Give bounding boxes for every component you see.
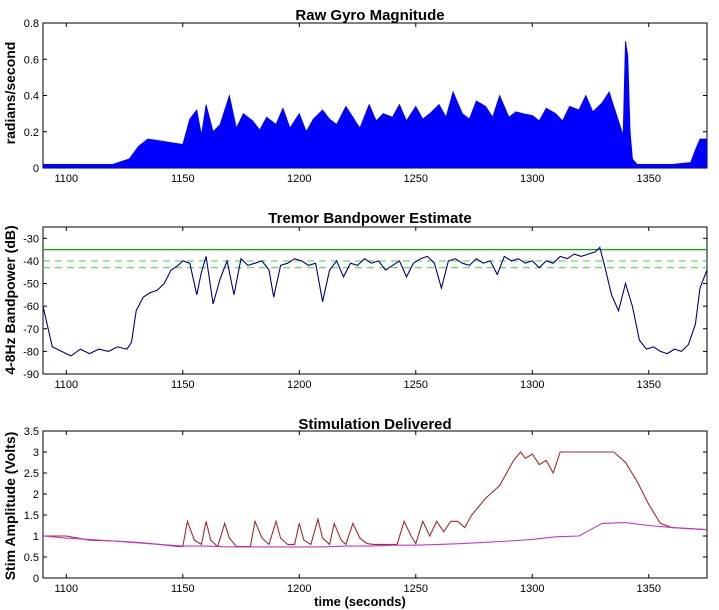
bandpower-chart-title: Tremor Bandpower Estimate [268,210,471,227]
y-tick-label-3: 3 [33,447,39,459]
y-tick-label-90: -90 [23,369,39,381]
x-tick-label-1350: 1350 [637,583,661,595]
x-tick-label-1250: 1250 [404,173,428,185]
x-tick-label-1300: 1300 [520,173,544,185]
y-tick-label-0-5: 0.5 [24,552,39,564]
bandpower-line [43,246,707,357]
y-tick-label-0-8: 0.8 [24,18,39,30]
stimulation-chart: Stimulation Delivered Stim Amplitude (Vo… [2,416,708,609]
plot-frame [42,430,708,579]
gyro-envelope [43,41,707,168]
x-tick-label-1250: 1250 [404,379,428,391]
x-tick-label-1350: 1350 [637,379,661,391]
x-tick-label-1200: 1200 [287,583,311,595]
y-tick-label-3-5: 3.5 [24,426,39,438]
x-tick-label-1150: 1150 [171,173,195,185]
y-tick-label-50: -50 [23,279,39,291]
y-tick-label-30: -30 [23,233,39,245]
gyro-plot-area: 1100 1150 1200 1250 1300 1350 0 0.2 0.4 0.6 0.8 [24,18,708,185]
y-tick-label-0-4: 0.4 [24,91,39,103]
stim-baseline-line [43,522,707,548]
x-tick-label-1150: 1150 [171,583,195,595]
bandpower-plot-area: 1100 1150 1200 1250 1300 1350 -30 -40 -50 -60 -70 -… [23,226,708,391]
x-tick-label-1200: 1200 [287,173,311,185]
y-tick-label-2-5: 2.5 [24,468,39,480]
stim-amplitude-line [43,451,707,548]
x-tick-label-1250: 1250 [404,583,428,595]
x-tick-label-1150: 1150 [171,379,195,391]
x-tick-label-1100: 1100 [54,583,78,595]
x-tick-label-1100: 1100 [54,379,78,391]
y-tick-label-1: 1 [33,531,39,543]
stimulation-chart-ylabel: Stim Amplitude (Volts) [2,432,18,581]
y-tick-label-0-6: 0.6 [24,54,39,66]
bandpower-chart: Tremor Bandpower Estimate 4-8Hz Bandpowe… [2,210,708,391]
stimulation-plot-area: 1100 1150 1200 1250 1300 1350 0 0.5 1 1.5 2 2.5 3 3.5 [24,426,708,595]
x-axis-label: time (seconds) [314,594,406,609]
x-tick-label-1350: 1350 [637,173,661,185]
y-tick-label-0-2: 0.2 [24,127,39,139]
stimulation-chart-title: Stimulation Delivered [298,416,451,433]
y-tick-label-60: -60 [23,301,39,313]
x-tick-label-1300: 1300 [520,583,544,595]
y-tick-label-0: 0 [33,163,39,175]
plot-marks [43,246,707,357]
y-tick-label-80: -80 [23,346,39,358]
y-tick-label-70: -70 [23,324,39,336]
x-tick-label-1200: 1200 [287,379,311,391]
y-tick-label-1-5: 1.5 [24,510,39,522]
y-tick-label-40: -40 [23,256,39,268]
gyro-chart: Raw Gyro Magnitude radians/second 1100 11… [2,7,708,185]
gyro-chart-ylabel: radians/second [2,42,18,145]
bandpower-chart-ylabel: 4-8Hz Bandpower (dB) [2,225,18,374]
plot-marks [43,451,707,548]
y-tick-label-2: 2 [33,489,39,501]
y-tick-label-0: 0 [33,573,39,585]
gyro-chart-title: Raw Gyro Magnitude [295,7,444,24]
x-tick-label-1100: 1100 [54,173,78,185]
x-tick-label-1300: 1300 [520,379,544,391]
plot-marks [43,41,707,168]
